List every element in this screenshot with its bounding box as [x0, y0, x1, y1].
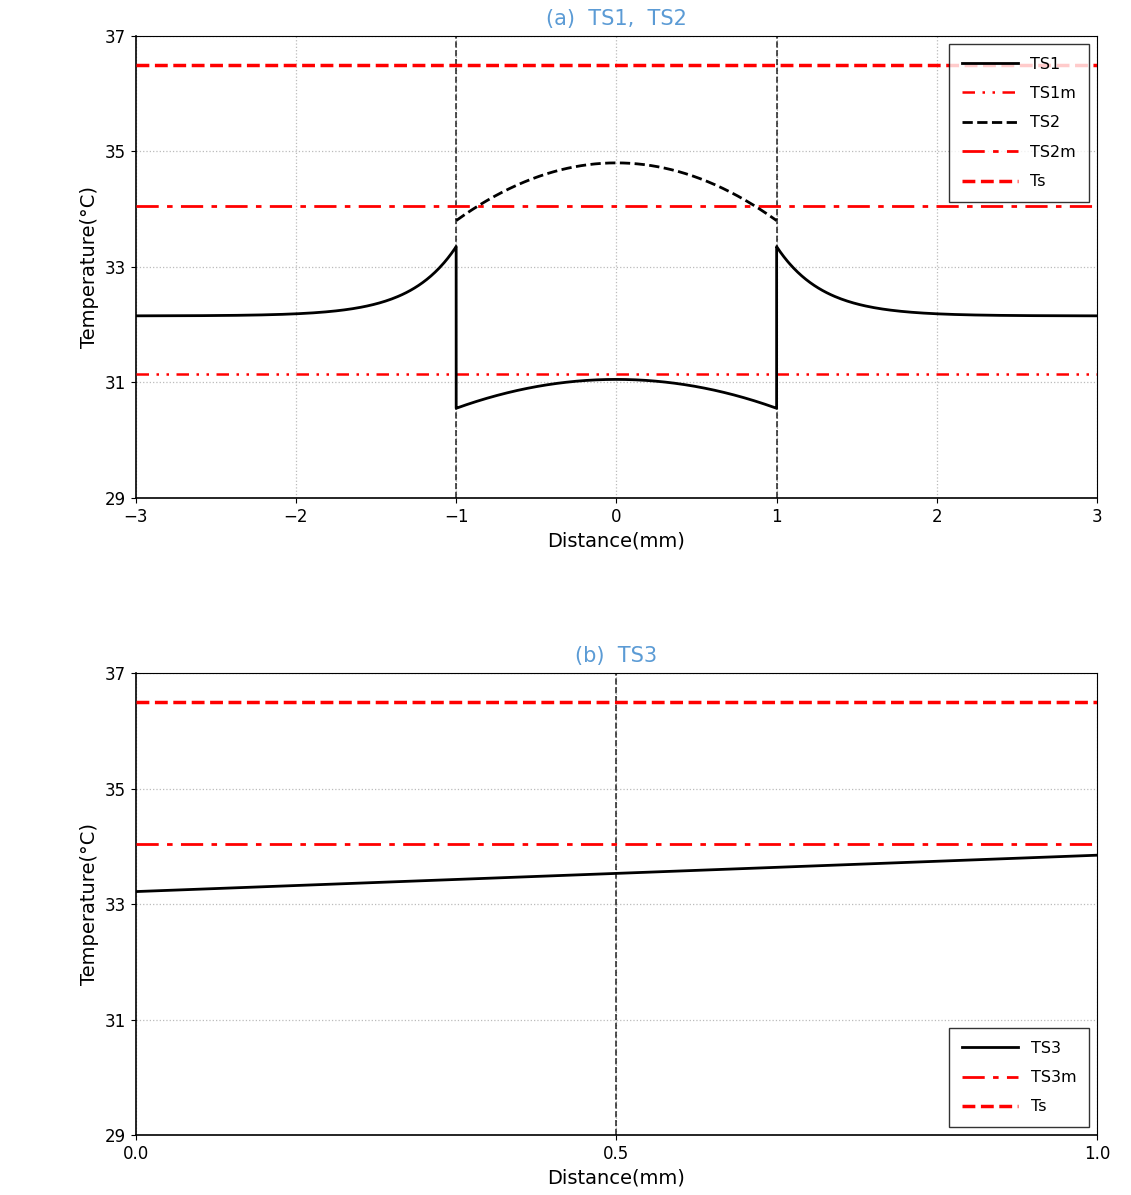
- Y-axis label: Temperature(°C): Temperature(°C): [80, 185, 100, 348]
- TS2: [506, 179, 519, 194]
- Line: TS3: TS3: [136, 856, 1097, 891]
- Y-axis label: Temperature(°C): Temperature(°C): [80, 823, 100, 986]
- TS1: [234, 308, 248, 323]
- TS2: [449, 214, 463, 228]
- TS3: [1090, 848, 1104, 863]
- TS1: [473, 393, 486, 407]
- Ts: [770, 57, 784, 72]
- TS1: [449, 239, 463, 253]
- TS2: [610, 155, 623, 170]
- TS3: [129, 884, 143, 899]
- TS1: [776, 249, 789, 263]
- TS2: [639, 158, 653, 172]
- Title: (b)  TS3: (b) TS3: [576, 646, 657, 666]
- TS1: [682, 378, 696, 392]
- Legend: TS1, TS1m, TS2, TS2m, Ts: TS1, TS1m, TS2, TS2m, Ts: [949, 44, 1089, 202]
- Title: (a)  TS1,  TS2: (a) TS1, TS2: [546, 8, 687, 29]
- TS3: [939, 853, 952, 868]
- Line: TS2: TS2: [456, 163, 777, 221]
- TS1: [129, 308, 143, 323]
- TS3: [698, 863, 711, 877]
- TS1: [1090, 308, 1104, 323]
- TS2m: [770, 200, 784, 214]
- TS2: [532, 170, 545, 184]
- TS2: [770, 214, 784, 228]
- TS1: [772, 244, 786, 258]
- Line: TS1: TS1: [136, 246, 1097, 409]
- X-axis label: Distance(mm): Distance(mm): [547, 531, 685, 550]
- TS2: [691, 171, 705, 185]
- TS2: [664, 163, 677, 177]
- TS3: [1000, 852, 1013, 866]
- TS1m: [610, 367, 623, 381]
- TS1m: [770, 367, 784, 381]
- TS2: [595, 157, 608, 171]
- TS1: [449, 402, 463, 416]
- TS1: [779, 252, 793, 266]
- TS2m: [610, 200, 623, 214]
- Ts: [610, 57, 623, 72]
- X-axis label: Distance(mm): Distance(mm): [547, 1169, 685, 1188]
- TS3: [701, 863, 715, 877]
- TS3: [717, 862, 731, 876]
- TS3: [132, 884, 146, 899]
- Legend: TS3, TS3m, Ts: TS3, TS3m, Ts: [949, 1028, 1089, 1127]
